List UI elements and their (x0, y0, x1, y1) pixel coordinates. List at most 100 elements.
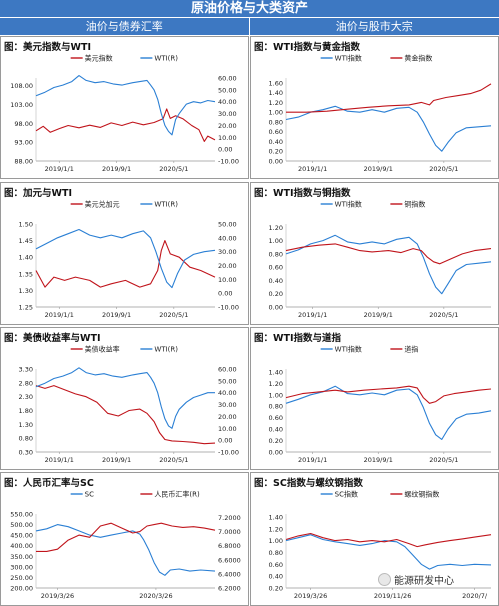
y-tick-label: 0.40 (269, 138, 283, 146)
x-tick-label: 2019/3/26 (41, 592, 74, 600)
y2-tick-label: 10.00 (218, 276, 237, 284)
legend-label: SC指数 (335, 490, 358, 499)
legend-label: WTI指数 (335, 200, 362, 209)
y-tick-label: 0.20 (269, 437, 283, 445)
section-right-title: 油价与股市大宗 (335, 20, 413, 33)
y-tick-label: 1.20 (269, 224, 283, 232)
y-tick-label: 1.40 (269, 513, 283, 521)
panel-border (250, 472, 499, 606)
y-tick-label: 1.80 (19, 407, 33, 415)
y-tick-label: 0.20 (269, 585, 283, 593)
y-tick-label: 1.20 (269, 380, 283, 388)
x-tick-label: 2019/1/1 (298, 165, 327, 173)
y-tick-label: 0.80 (19, 435, 33, 443)
wechat-icon (378, 573, 391, 586)
chart-title: 图：SC指数与螺纹钢指数 (254, 478, 363, 489)
chart-panel-p1: 图：美元指数与WTI 108.00 103.00 98.00 93.00 88.00 60.… (0, 36, 249, 179)
y-tick-label: 88.00 (14, 158, 33, 166)
legend-label: WTI(R) (154, 201, 178, 209)
x-tick-label: 2019/9/1 (364, 311, 393, 319)
series-line-1 (285, 385, 492, 440)
y2-tick-label: 30.00 (218, 248, 237, 256)
y-tick-label: 98.00 (14, 120, 33, 128)
y-tick-label: 450.00 (10, 532, 33, 540)
y-tick-label: 1.40 (19, 254, 33, 262)
y-tick-label: 0.00 (269, 304, 283, 312)
legend-label: 黄金指数 (404, 54, 432, 63)
x-tick-label: 2020/5/1 (159, 456, 188, 464)
chart-panel-p3: 图：加元与WTI 1.50 1.45 1.40 1.35 1.30 1.25 50.00 40.… (0, 182, 249, 325)
x-tick-label: 2020/5/1 (159, 311, 188, 319)
panel-border (250, 327, 499, 470)
section-left-title: 油价与债券汇率 (0, 18, 250, 35)
y2-tick-label: 6.2000 (218, 585, 241, 593)
y-tick-label: 2.80 (19, 379, 33, 387)
chart-panel-p8: 图：SC指数与螺纹钢指数 1.40 1.20 1.00 0.80 0.60 0.40 0.20… (250, 472, 499, 606)
y2-tick-label: 40.00 (218, 234, 237, 242)
legend-label: SC (85, 491, 94, 499)
chart-svg: 1.60 1.40 1.20 1.000.80 0.60 0.40 0.20 0.00 2019… (269, 54, 492, 173)
panel-border (0, 472, 249, 606)
y-tick-label: 300.00 (10, 563, 33, 571)
legend-label: WTI指数 (335, 345, 362, 354)
chart-panel-p6: 图：WTI指数与道指 1.40 1.20 1.00 0.80 0.60 0.40 0.20 0.… (250, 327, 499, 470)
y-tick-label: 1.00 (269, 391, 283, 399)
y2-tick-label: 0.00 (218, 146, 232, 154)
series-line-2 (35, 367, 215, 429)
x-tick-label: 2020/5/1 (429, 456, 458, 464)
chart-svg: 550.00 500.00 450.00 400.00 350.00 300.00 250.… (10, 490, 241, 601)
watermark: 能源研发中心 (378, 572, 454, 587)
series-line-2 (285, 385, 492, 404)
y2-tick-label: 10.00 (218, 134, 237, 142)
legend-label: 道指 (404, 345, 418, 354)
y-tick-label: 0.60 (269, 414, 283, 422)
series-line-1 (285, 105, 492, 152)
chart-title: 图：美债收益率与WTI (4, 333, 101, 344)
y-tick-label: 0.60 (269, 561, 283, 569)
chart-title: 图：WTI指数与道指 (254, 333, 341, 344)
x-tick-label: 2019/1/1 (298, 311, 327, 319)
chart-panel-p5: 图：美债收益率与WTI 3.30 2.80 2.30 1.80 1.30 0.80 0.30 6… (0, 327, 249, 470)
legend-label: WTI指数 (335, 54, 362, 63)
y-tick-label: 1.30 (19, 421, 33, 429)
y-tick-label: 0.60 (269, 264, 283, 272)
y2-tick-label: 50.00 (218, 377, 237, 385)
panel-border (250, 182, 499, 325)
series-line-2 (286, 83, 492, 113)
series-line-1 (35, 108, 216, 142)
y2-tick-label: 30.00 (218, 401, 237, 409)
series-line-2 (285, 243, 492, 265)
x-tick-label: 2020/5/1 (429, 165, 458, 173)
x-tick-label: 2019/9/1 (364, 165, 393, 173)
y2-tick-label: 30.00 (218, 110, 237, 118)
chart-svg: 1.40 1.20 1.00 0.80 0.60 0.40 0.20 2019/3/26 201… (269, 490, 492, 600)
y-tick-label: 1.20 (269, 525, 283, 533)
y-tick-label: 108.00 (10, 82, 33, 90)
series-line-2 (36, 522, 216, 552)
y-tick-label: 0.00 (269, 158, 283, 166)
x-tick-label: 2020/3/26 (139, 592, 172, 600)
x-tick-label: 2020/5/1 (159, 165, 188, 173)
x-tick-label: 2019/9/1 (364, 456, 393, 464)
x-tick-label: 2019/9/1 (102, 165, 131, 173)
legend-label: 美债收益率 (85, 345, 120, 354)
chart-title: 图：加元与WTI (4, 188, 72, 199)
chart-svg: 1.20 1.00 0.80 0.60 0.40 0.20 0.00 2019/1/1 2019… (269, 200, 492, 319)
x-tick-label: 2019/9/1 (102, 456, 131, 464)
y2-tick-label: 7.0000 (218, 528, 241, 536)
chart-panel-p2: 图：WTI指数与黄金指数 1.60 1.40 1.20 1.00 0.80 0.60 0.40… (250, 36, 499, 179)
y2-tick-label: 40.00 (218, 98, 237, 106)
chart-title: 图：美元指数与WTI (4, 42, 91, 53)
series-line-2 (35, 228, 216, 289)
x-tick-label: 2019/1/1 (298, 456, 327, 464)
series-line-1 (35, 385, 216, 445)
y2-tick-label: 6.8000 (218, 542, 241, 550)
section-headers: 油价与债券汇率 油价与股市大宗 (0, 18, 499, 35)
panel-border (0, 182, 249, 325)
y2-tick-label: 20.00 (218, 413, 237, 421)
y2-tick-label: 50.00 (218, 221, 237, 229)
x-tick-label: 2019/1/1 (45, 456, 74, 464)
chart-title: 图：WTI指数与黄金指数 (254, 42, 360, 53)
x-tick-label: 2019/1/1 (45, 311, 74, 319)
x-tick-label: 2019/11/26 (374, 592, 411, 600)
